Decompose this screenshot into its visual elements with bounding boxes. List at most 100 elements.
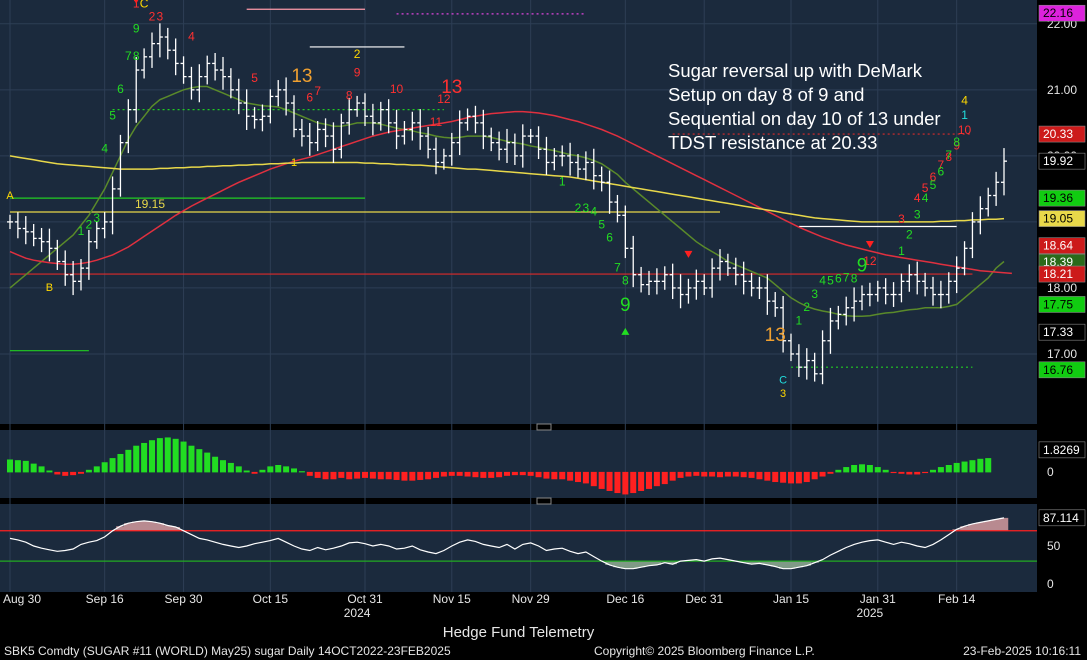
date-tick-label: Jan 31 xyxy=(860,592,896,606)
date-tick-label: Aug 30 xyxy=(3,592,41,606)
sequential-countdown-label: 4 xyxy=(961,93,968,107)
macd-histogram-bar xyxy=(480,471,487,478)
date-tick-label: Sep 16 xyxy=(86,592,124,606)
date-tick-label: Nov 29 xyxy=(512,592,550,606)
macd-histogram-bar xyxy=(448,471,455,476)
macd-histogram-bar xyxy=(811,471,818,480)
setup-count-label: 8 xyxy=(133,49,140,63)
price-flag: 22.16 xyxy=(1043,6,1073,20)
setup-count-label: 4 xyxy=(922,191,929,205)
macd-histogram-bar xyxy=(969,460,976,473)
macd-histogram-bar xyxy=(827,471,834,474)
marker-letter-label: A xyxy=(6,190,14,202)
macd-histogram-bar xyxy=(519,471,526,476)
macd-histogram-bar xyxy=(685,471,692,477)
date-tick-label: Oct 31 xyxy=(347,592,383,606)
buy-arrow-icon xyxy=(621,327,630,335)
sell-arrow-icon xyxy=(684,250,693,258)
macd-histogram-bar xyxy=(417,471,424,480)
setup-count-label: 7 xyxy=(614,260,621,274)
macd-histogram-bar xyxy=(803,471,810,483)
macd-histogram-bar xyxy=(819,471,826,477)
macd-histogram-bar xyxy=(393,471,400,480)
macd-histogram-bar xyxy=(172,438,179,473)
price-flag: 18.64 xyxy=(1043,239,1073,253)
macd-histogram-bar xyxy=(835,469,842,473)
price-flag: 17.33 xyxy=(1043,325,1073,339)
macd-histogram-bar xyxy=(235,466,242,473)
macd-histogram-bar xyxy=(961,461,968,473)
macd-histogram-bar xyxy=(46,470,53,473)
sequential-countdown-label: 2 xyxy=(149,10,156,24)
rsi-flag: 87.114 xyxy=(1043,511,1079,525)
macd-histogram-bar xyxy=(630,471,637,494)
macd-histogram-bar xyxy=(701,471,708,477)
macd-histogram-bar xyxy=(156,438,163,473)
macd-histogram-bar xyxy=(724,471,731,477)
moving-average-line xyxy=(9,110,1012,275)
macd-histogram-bar xyxy=(7,459,13,473)
macd-histogram-bar xyxy=(740,471,747,478)
price-flag: 19.92 xyxy=(1043,154,1073,168)
macd-histogram-bar xyxy=(62,471,69,476)
macd-histogram-bar xyxy=(298,471,305,473)
price-flag-bg xyxy=(1038,237,1086,254)
macd-histogram-bar xyxy=(275,465,282,473)
macd-histogram-bar xyxy=(511,471,518,476)
setup-count-label: 7 xyxy=(945,148,952,162)
sequential-countdown-label: 1 xyxy=(133,0,140,10)
price-flag: 17.75 xyxy=(1043,297,1073,311)
setup-count-label: 8 xyxy=(953,135,960,149)
macd-histogram-bar xyxy=(930,469,936,473)
moving-average-line xyxy=(9,155,1005,223)
macd-histogram-bar xyxy=(259,469,266,473)
price-tick-label: 21.00 xyxy=(1047,83,1077,97)
year-label: 2024 xyxy=(344,606,371,620)
macd-histogram-bar xyxy=(527,471,534,476)
macd-histogram-bar xyxy=(291,468,297,473)
setup-count-label: 6 xyxy=(835,272,842,286)
rsi-line xyxy=(9,517,1005,570)
macd-histogram-bar xyxy=(54,471,61,475)
setup-count-label: 3 xyxy=(93,211,100,225)
date-tick-label: Dec 31 xyxy=(685,592,723,606)
setup-count-label: 4 xyxy=(590,204,597,218)
macd-histogram-bar xyxy=(748,471,755,478)
macd-histogram-bar xyxy=(346,471,353,480)
watermark-text: Hedge Fund Telemetry xyxy=(442,624,595,641)
macd-histogram-bar xyxy=(464,471,471,477)
setup-nine-label: 9 xyxy=(620,295,631,316)
price-tick-label: 17.00 xyxy=(1047,347,1077,361)
setup-count-label: 8 xyxy=(851,272,858,286)
year-label: 2025 xyxy=(857,606,884,620)
macd-panel-bg xyxy=(0,430,1037,498)
setup-count-label: 3 xyxy=(583,201,590,215)
macd-histogram-bar xyxy=(653,471,660,487)
setup-count-label: 7 xyxy=(843,270,850,284)
sequential-countdown-label: 12 xyxy=(863,254,877,268)
macd-histogram-bar xyxy=(314,471,321,478)
macd-histogram-bar xyxy=(709,471,716,477)
macd-histogram-bar xyxy=(661,471,668,485)
setup-count-label: 1 xyxy=(796,313,803,327)
macd-resize-handle[interactable] xyxy=(536,423,552,431)
setup-count-label: 6 xyxy=(606,231,613,245)
date-tick-label: Oct 15 xyxy=(253,592,289,606)
macd-histogram-bar xyxy=(677,471,684,478)
macd-flag: 1.8269 xyxy=(1043,443,1080,457)
sequential-countdown-label: 12 xyxy=(437,92,451,106)
rsi-flag-bg xyxy=(1038,509,1086,527)
sell-arrow-icon xyxy=(134,0,139,4)
macd-histogram-bar xyxy=(795,471,802,484)
rsi-resize-handle[interactable] xyxy=(536,497,552,505)
macd-histogram-bar xyxy=(101,462,108,473)
macd-histogram-bar xyxy=(401,471,408,481)
sequential-countdown-label: 13 xyxy=(765,325,786,346)
macd-histogram-bar xyxy=(196,449,203,473)
date-tick-label: Jan 15 xyxy=(773,592,809,606)
macd-histogram-bar xyxy=(93,466,100,473)
macd-flag-bg xyxy=(1038,441,1086,459)
price-flag-bg xyxy=(1038,361,1086,379)
setup-count-label: 6 xyxy=(117,82,124,96)
rsi-tick-label: 50 xyxy=(1047,539,1061,553)
